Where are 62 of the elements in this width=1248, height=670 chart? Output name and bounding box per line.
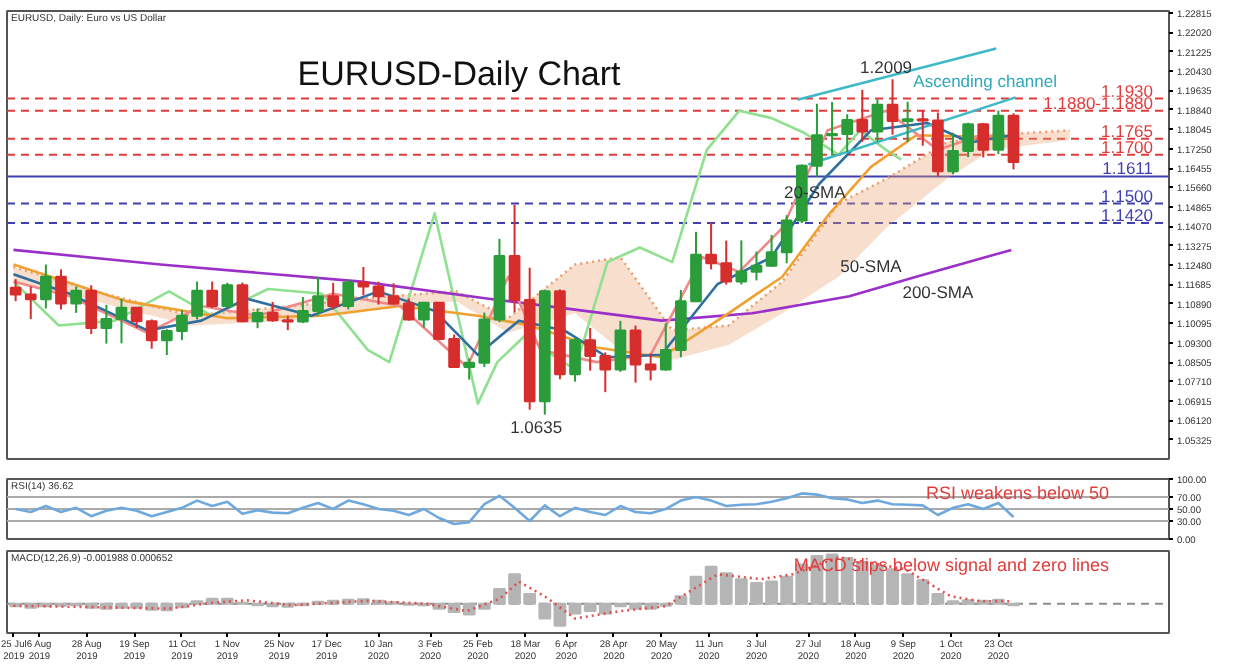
candlestick (765, 234, 778, 268)
candlestick (901, 100, 914, 144)
candlestick (24, 285, 37, 320)
candlestick (448, 333, 460, 369)
candlestick (402, 297, 415, 322)
line-series (12, 109, 903, 405)
candlestick (508, 203, 521, 314)
candlestick (387, 282, 400, 306)
candlestick (886, 78, 899, 136)
ref-line-label: 1.1420 (1101, 205, 1154, 226)
candlestick (750, 250, 763, 282)
candlestick (569, 336, 581, 383)
candlestick (266, 300, 279, 323)
candlestick (871, 98, 884, 143)
candlestick (992, 109, 1005, 155)
ref-line-label: 1.1611 (1102, 158, 1154, 179)
candlestick (826, 101, 838, 157)
candlestick (145, 318, 158, 350)
candlestick (977, 122, 990, 159)
candlestick (433, 301, 445, 340)
ref-line-label: 1.1765 (1101, 120, 1154, 141)
annotation: 50-SMA (840, 255, 903, 276)
candlestick (236, 281, 249, 324)
candlestick (206, 280, 219, 309)
ref-line-label: 1.1500 (1101, 185, 1154, 206)
candlestick (962, 121, 974, 159)
candlestick (614, 319, 627, 373)
candlestick (811, 102, 823, 178)
candlestick (85, 284, 98, 336)
line-series (12, 248, 1013, 322)
candlestick (40, 263, 52, 310)
annotation: RSI weakens below 50 (925, 483, 1110, 503)
candlestick (130, 306, 143, 329)
candlestick (372, 280, 385, 306)
candlestick (780, 214, 793, 265)
candlestick (690, 230, 702, 304)
candlestick (251, 307, 264, 330)
candlestick (9, 278, 22, 303)
candlestick (856, 88, 869, 143)
candlestick (55, 268, 67, 311)
annotation: Ascending channel (913, 71, 1058, 91)
candlestick (312, 275, 324, 317)
annotation: 1.0635 (510, 416, 563, 437)
text: EURUSD-Daily Chart (297, 55, 622, 93)
candlestick (417, 301, 430, 329)
candlestick (735, 239, 748, 286)
candlestick (1007, 112, 1020, 171)
candlestick (327, 281, 339, 311)
candlestick (160, 328, 173, 357)
candlestick (221, 281, 234, 309)
candlestick (629, 324, 642, 384)
candlestick (297, 295, 309, 325)
annotation: 1.2009 (860, 57, 913, 78)
candlestick (115, 297, 128, 345)
candlestick (342, 278, 355, 311)
candlestick (70, 285, 82, 314)
ref-line-label: 1.1700 (1101, 136, 1154, 157)
annotation: 200-SMA (902, 281, 974, 302)
candlestick (100, 303, 113, 345)
candlestick (659, 322, 672, 372)
candlestick (947, 131, 959, 176)
candlestick (841, 113, 854, 154)
